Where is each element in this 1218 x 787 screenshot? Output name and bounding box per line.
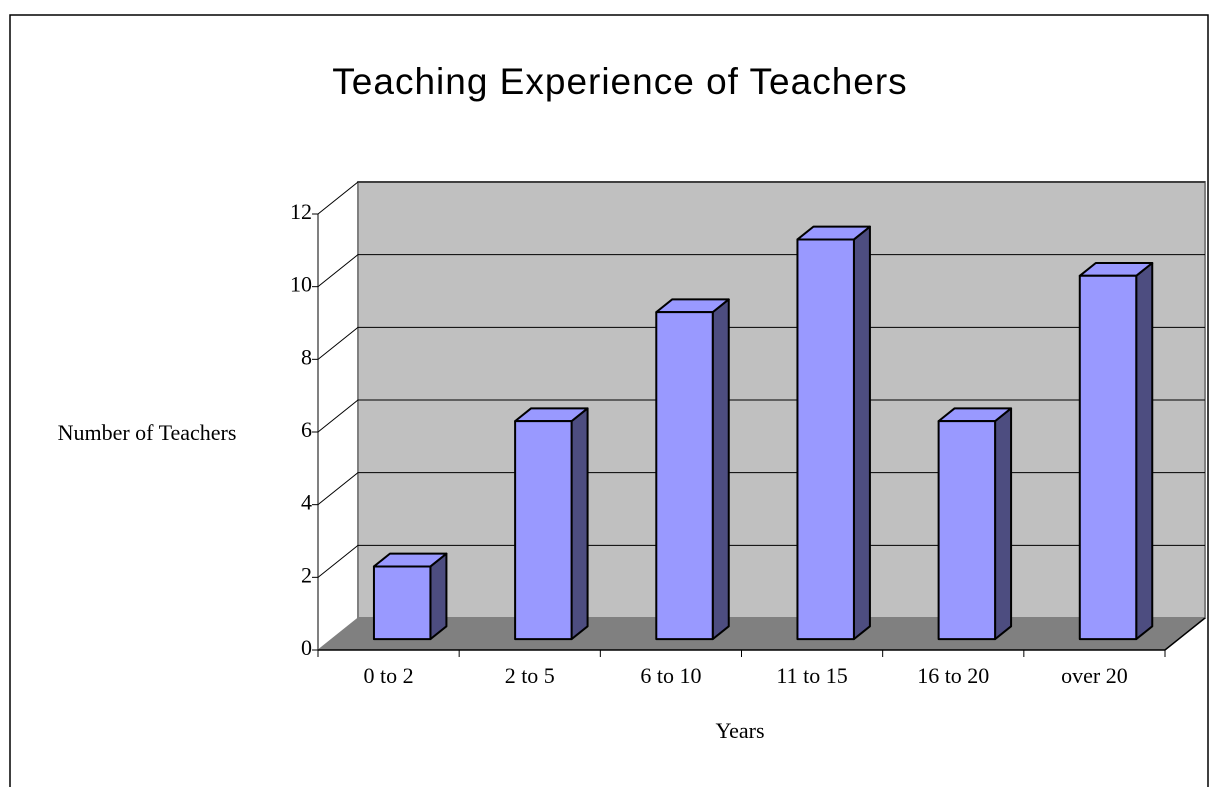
bar [655, 298, 730, 641]
bar [796, 225, 871, 641]
y-tick-label: 4 [301, 490, 312, 515]
bar [372, 552, 448, 641]
y-tick-label: 8 [301, 344, 312, 369]
grid-line [317, 399, 1205, 433]
grid-line [317, 326, 1205, 360]
x-axis-label: Years [715, 718, 764, 743]
grid-line [317, 472, 1205, 506]
bar-side [852, 225, 871, 641]
floor [316, 617, 1207, 651]
bar-side [429, 552, 448, 641]
bar-side [994, 407, 1013, 641]
y-tick-label: 0 [301, 635, 312, 660]
bar [937, 407, 1013, 641]
y-tick-label: 12 [290, 199, 312, 224]
y-tick-label: 10 [290, 272, 312, 297]
grid-line [317, 254, 1205, 288]
bar-front [796, 238, 855, 641]
bar-front [372, 565, 432, 641]
grid-line [317, 181, 1205, 215]
grid-line [317, 544, 1205, 578]
x-tick-label: 0 to 2 [364, 663, 414, 688]
chart-border [9, 14, 1209, 787]
bar-side [1135, 261, 1154, 641]
bar-side [711, 298, 730, 641]
x-tick-label: 11 to 15 [776, 663, 847, 688]
y-tick-label: 6 [301, 417, 312, 442]
x-tick-label: 6 to 10 [640, 663, 701, 688]
bar-side [570, 407, 589, 641]
bar [514, 407, 589, 641]
y-axis-label: Number of Teachers [58, 420, 237, 445]
x-tick-label: 16 to 20 [917, 663, 989, 688]
bar-front [655, 311, 714, 641]
bar-front [514, 420, 573, 641]
bar-front [937, 420, 997, 641]
bar [1078, 261, 1154, 641]
x-tick-label: 2 to 5 [505, 663, 555, 688]
chart-title: Teaching Experience of Teachers [332, 61, 907, 102]
x-tick-label: over 20 [1061, 663, 1128, 688]
bar-front [1078, 274, 1138, 641]
y-tick-label: 2 [301, 562, 312, 587]
